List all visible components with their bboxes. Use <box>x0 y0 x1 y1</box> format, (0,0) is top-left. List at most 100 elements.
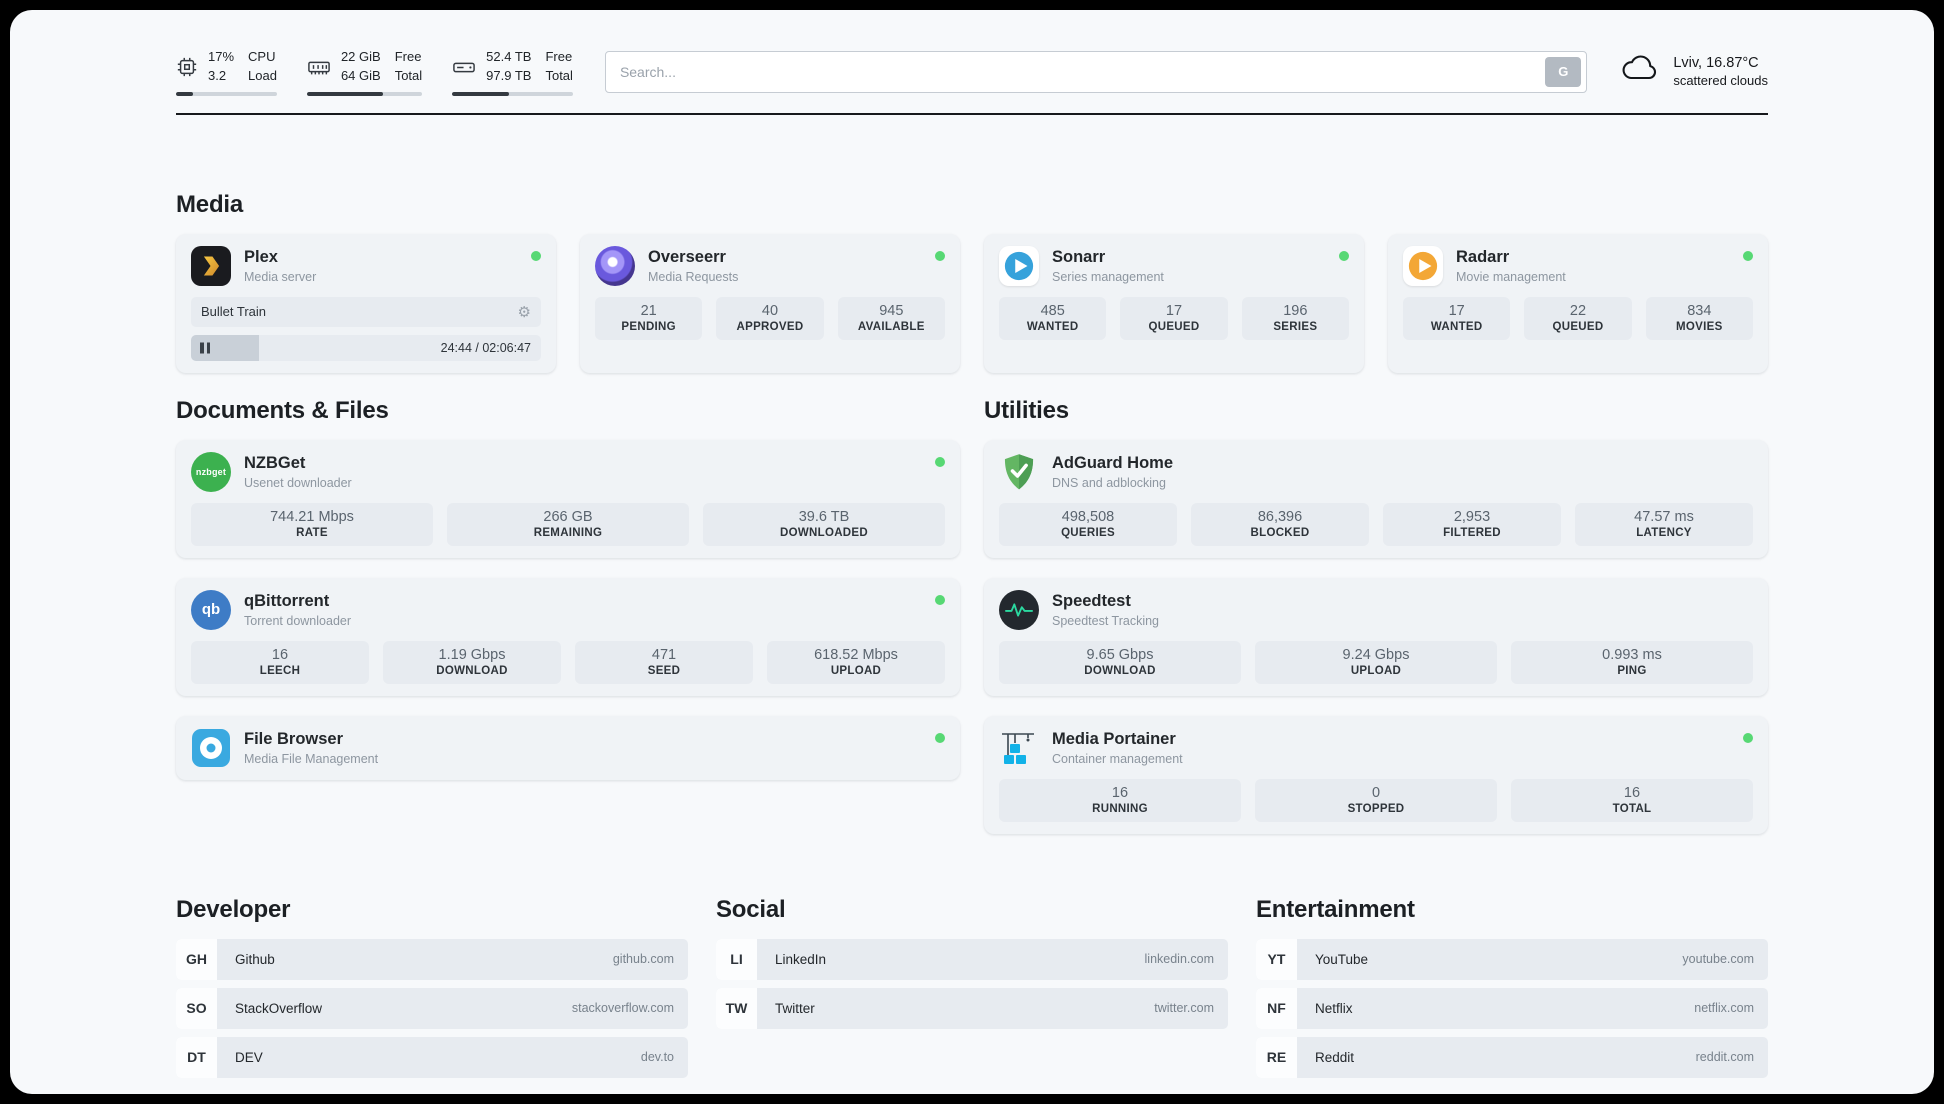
section-title-utilities: Utilities <box>984 396 1069 424</box>
stat-box: 9.24 Gbps UPLOAD <box>1255 640 1497 684</box>
radarr-icon <box>1403 245 1443 286</box>
dashboard-page: 17% 3.2 CPU Load <box>10 10 1934 1094</box>
disk-total-label: Total <box>545 67 573 83</box>
stat-box: 485 WANTED <box>999 296 1107 340</box>
stat-box: 834 MOVIES <box>1645 296 1753 340</box>
app-card-qbittorrent[interactable]: qb qBittorrent Torrent downloader 16 <box>176 577 960 696</box>
utilities-section: Utilities <box>984 397 1768 834</box>
stat-box: 471 SEED <box>575 640 753 684</box>
bookmark-linkedin[interactable]: LI LinkedIn linkedin.com <box>716 938 1228 980</box>
search-input[interactable] <box>619 63 1546 80</box>
app-card-nzbget[interactable]: nzbget NZBGet Usenet downloader 744.21 M… <box>176 439 960 558</box>
bookmark-url: twitter.com <box>1154 1001 1214 1016</box>
bookmark-abbr-badge: NF <box>1256 987 1297 1029</box>
app-title: File Browser <box>244 729 344 748</box>
stat-box: 2,953 FILTERED <box>1383 502 1561 546</box>
cpu-load-label: Load <box>248 67 277 83</box>
stat-box: 618.52 Mbps UPLOAD <box>767 640 945 684</box>
bookmark-name: StackOverflow <box>235 1000 323 1016</box>
memory-progress-bar <box>306 91 423 96</box>
app-subtitle: Media Requests <box>648 269 739 284</box>
app-card-portainer[interactable]: Media Portainer Container management 16 … <box>984 715 1768 834</box>
app-title: Sonarr <box>1052 247 1106 266</box>
disk-total-value: 97.9 TB <box>486 67 532 83</box>
bookmark-name: LinkedIn <box>775 951 827 967</box>
app-card-sonarr[interactable]: Sonarr Series management 485 WANTED 17 Q… <box>984 233 1364 373</box>
stat-box: 17 WANTED <box>1403 296 1511 340</box>
stat-box: 22 QUEUED <box>1524 296 1632 340</box>
weather-widget: Lviv, 16.87°C scattered clouds <box>1619 54 1768 89</box>
search-provider-button[interactable]: G <box>1545 56 1582 87</box>
documents-section: Documents & Files nzbget NZBGet Usenet d… <box>176 397 960 834</box>
stat-box: 47.57 ms LATENCY <box>1575 502 1753 546</box>
stat-box: 40 APPROVED <box>716 296 824 340</box>
stat-box: 945 AVAILABLE <box>837 296 945 340</box>
memory-total-label: Total <box>394 67 423 83</box>
disk-free-label: Free <box>545 49 573 64</box>
bookmark-url: reddit.com <box>1695 1050 1754 1065</box>
bookmark-name: Github <box>235 951 275 967</box>
bookmark-dev[interactable]: DT DEV dev.to <box>176 1036 688 1078</box>
now-playing-row: Bullet Train ⚙ <box>191 296 541 327</box>
bookmark-name: Netflix <box>1315 1000 1353 1016</box>
app-card-overseerr[interactable]: Overseerr Media Requests 21 PENDING 40 A… <box>580 233 960 373</box>
app-subtitle: Series management <box>1052 269 1164 284</box>
status-dot <box>935 732 945 743</box>
status-dot <box>1743 250 1753 261</box>
bookmark-abbr-badge: GH <box>176 938 217 980</box>
app-card-adguard[interactable]: AdGuard Home DNS and adblocking 498,508 … <box>984 439 1768 558</box>
gear-icon[interactable]: ⚙ <box>517 302 531 321</box>
bookmark-name: DEV <box>235 1049 263 1065</box>
app-card-radarr[interactable]: Radarr Movie management 17 WANTED 22 QUE… <box>1388 233 1768 373</box>
section-title-entertainment: Entertainment <box>1256 895 1415 923</box>
app-title: Media Portainer <box>1052 729 1176 748</box>
stat-box: 0 STOPPED <box>1255 778 1497 822</box>
stat-box: 266 GB REMAINING <box>447 502 689 546</box>
stat-box: 9.65 Gbps DOWNLOAD <box>999 640 1241 684</box>
app-card-plex[interactable]: Plex Media server Bullet Train ⚙ 24:44 /… <box>176 233 556 373</box>
section-title-documents: Documents & Files <box>176 396 389 424</box>
adguard-shield-icon <box>999 452 1039 492</box>
bookmark-youtube[interactable]: YT YouTube youtube.com <box>1256 938 1768 980</box>
disk-progress-fill <box>452 91 509 96</box>
memory-free-label: Free <box>394 49 422 64</box>
stat-box: 16 RUNNING <box>999 778 1241 822</box>
now-playing-title: Bullet Train <box>201 304 267 320</box>
status-dot <box>935 250 945 261</box>
cpu-value: 17% <box>208 49 235 64</box>
bookmark-url: stackoverflow.com <box>571 1001 674 1016</box>
bookmark-netflix[interactable]: NF Netflix netflix.com <box>1256 987 1768 1029</box>
status-dot <box>935 456 945 467</box>
app-title: Plex <box>244 247 278 266</box>
overseerr-icon <box>595 245 635 286</box>
weather-condition: scattered clouds <box>1673 73 1768 89</box>
bookmark-twitter[interactable]: TW Twitter twitter.com <box>716 987 1228 1029</box>
stat-box: 1.19 Gbps DOWNLOAD <box>383 640 561 684</box>
bookmark-reddit[interactable]: RE Reddit reddit.com <box>1256 1036 1768 1078</box>
status-dot <box>531 250 541 261</box>
bookmark-name: YouTube <box>1315 951 1369 967</box>
pause-icon[interactable] <box>200 342 210 354</box>
app-card-speedtest[interactable]: Speedtest Speedtest Tracking 9.65 Gbps D… <box>984 577 1768 696</box>
bookmark-url: netflix.com <box>1694 1001 1754 1016</box>
bookmark-abbr-badge: DT <box>176 1036 217 1078</box>
cpu-label: CPU <box>248 49 276 64</box>
topbar: 17% 3.2 CPU Load <box>176 10 1768 96</box>
app-card-filebrowser[interactable]: File Browser Media File Management <box>176 715 960 780</box>
entertainment-bookmarks-section: Entertainment YT YouTube youtube.com NF … <box>1256 896 1768 1078</box>
app-title: qBittorrent <box>244 591 330 610</box>
app-subtitle: Media File Management <box>244 751 379 766</box>
playback-progress-bar[interactable]: 24:44 / 02:06:47 <box>191 334 541 361</box>
bookmark-abbr-badge: LI <box>716 938 757 980</box>
bookmark-stackoverflow[interactable]: SO StackOverflow stackoverflow.com <box>176 987 688 1029</box>
bookmark-github[interactable]: GH Github github.com <box>176 938 688 980</box>
stat-box: 196 SERIES <box>1241 296 1349 340</box>
qbittorrent-icon: qb <box>191 589 231 630</box>
stat-box: 17 QUEUED <box>1120 296 1228 340</box>
app-subtitle: Torrent downloader <box>244 613 352 628</box>
sonarr-icon <box>999 245 1039 286</box>
bookmark-name: Twitter <box>775 1000 815 1016</box>
stat-box: 16 LEECH <box>191 640 369 684</box>
search-bar: G <box>604 50 1588 93</box>
memory-total-value: 64 GiB <box>340 67 381 83</box>
